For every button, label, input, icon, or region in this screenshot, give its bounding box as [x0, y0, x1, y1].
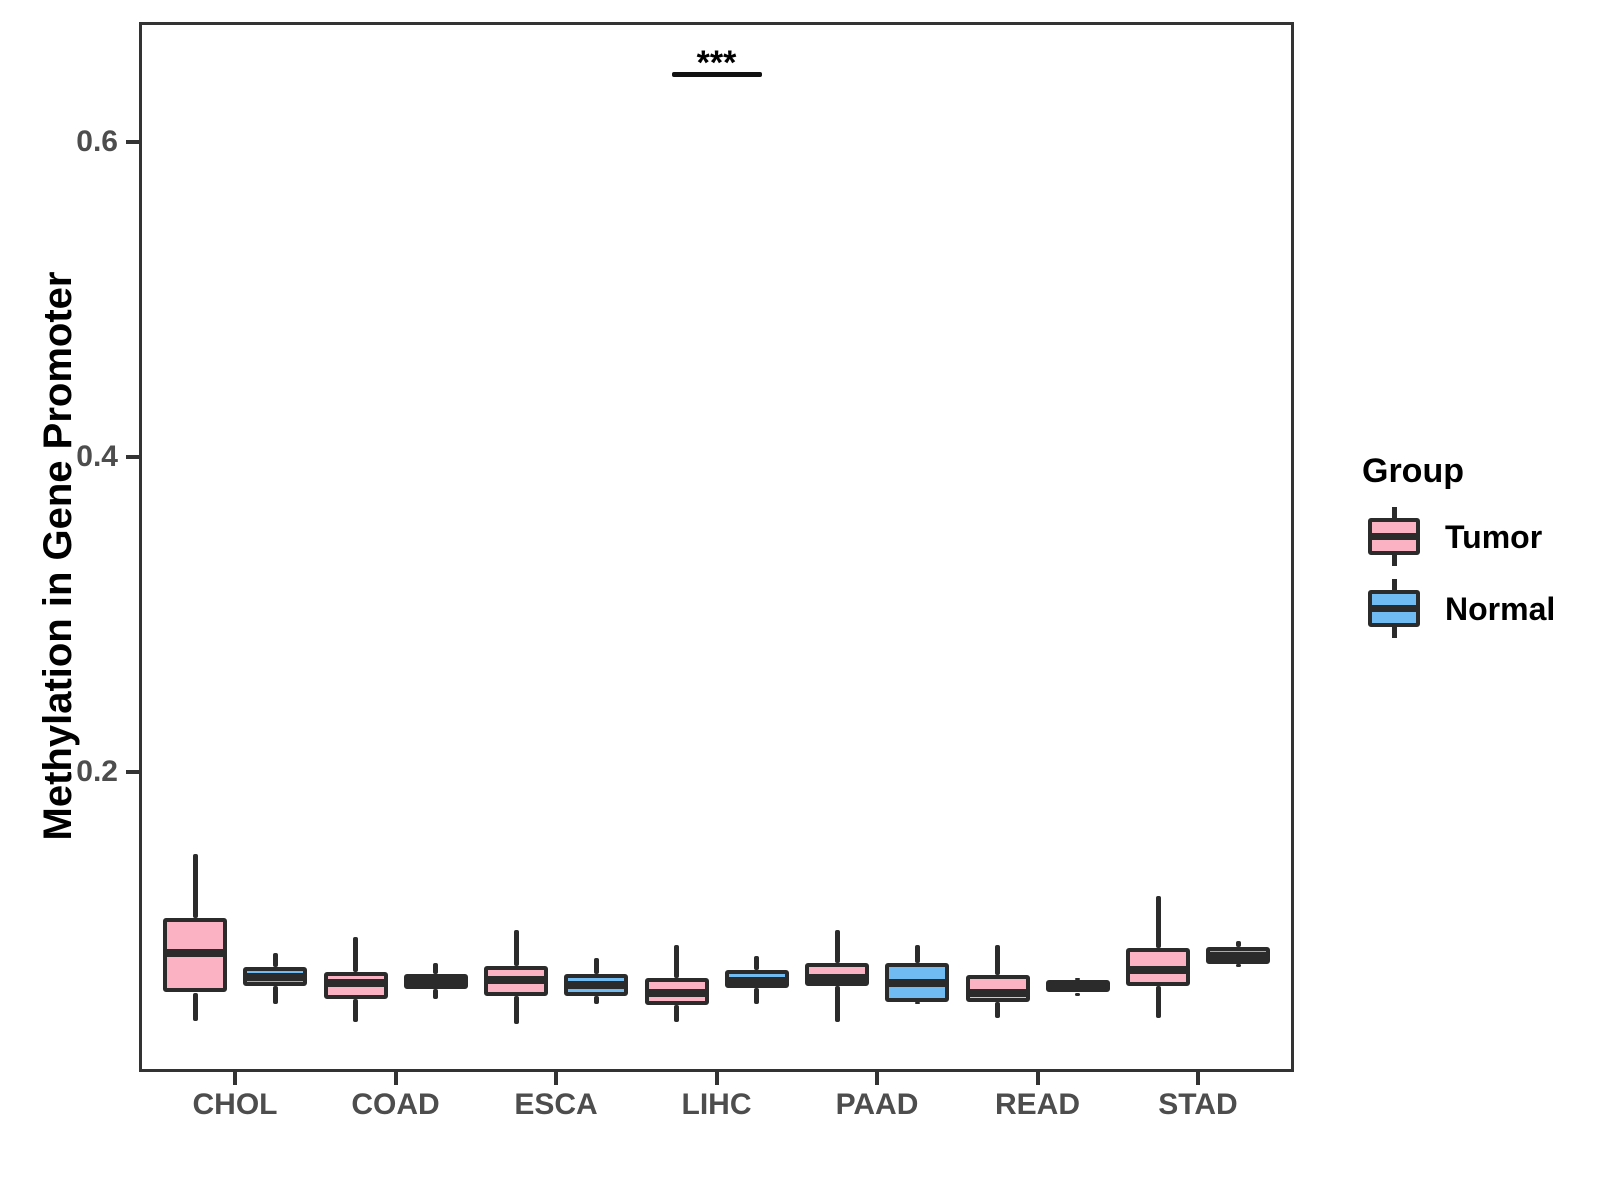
boxplot-chol-normal-upper-whisker	[272, 953, 278, 968]
boxplot-read-tumor-median	[965, 988, 1030, 997]
boxplot-paad-normal-upper-whisker	[914, 945, 920, 963]
x-axis-tick-label: COAD	[351, 1088, 440, 1121]
y-axis-tick-label: 0.6	[76, 125, 118, 158]
x-axis-tick	[393, 1072, 398, 1085]
plot-panel	[139, 22, 1294, 1072]
boxplot-stad-normal-upper-whisker	[1235, 940, 1241, 947]
boxplot-paad-tumor-lower-whisker	[834, 986, 840, 1023]
boxplot-coad-normal-median	[403, 977, 468, 986]
boxplot-chol-tumor-upper-whisker	[192, 853, 198, 919]
boxplot-coad-normal-lower-whisker	[433, 989, 438, 999]
boxplot-esca-tumor-upper-whisker	[513, 929, 519, 966]
boxplot-coad-tumor-lower-whisker	[353, 998, 358, 1023]
legend-key-whisker	[1392, 627, 1397, 638]
legend-key-median	[1368, 605, 1420, 612]
y-axis-tick	[126, 770, 139, 774]
boxplot-lihc-normal-median	[724, 977, 789, 986]
y-axis-tick-label: 0.4	[76, 440, 118, 473]
boxplot-read-normal-upper-whisker	[1075, 978, 1080, 980]
boxplot-esca-normal-lower-whisker	[593, 995, 599, 1004]
x-axis-tick-label: PAAD	[835, 1088, 919, 1121]
significance-bar	[671, 72, 762, 77]
legend-key-normal-boxplot-icon	[1368, 579, 1420, 638]
x-axis-tick-label: READ	[994, 1088, 1080, 1121]
x-axis-tick	[554, 1072, 558, 1085]
y-axis-tick	[126, 455, 139, 459]
legend-label-normal: Normal	[1445, 591, 1556, 627]
legend-title: Group	[1362, 452, 1464, 490]
x-axis-tick	[233, 1072, 237, 1085]
boxplot-coad-tumor-median	[323, 979, 388, 988]
boxplot-lihc-tumor-median	[644, 988, 709, 997]
y-axis-tick-label: 0.2	[76, 755, 118, 788]
x-axis-tick	[714, 1072, 719, 1085]
boxplot-stad-tumor-upper-whisker	[1155, 896, 1161, 949]
boxplot-stad-tumor-median	[1126, 966, 1190, 975]
boxplot-esca-tumor-median	[484, 975, 548, 984]
legend-key-whisker	[1392, 555, 1397, 566]
boxplot-lihc-normal-lower-whisker	[754, 987, 759, 1004]
legend-key-whisker	[1392, 579, 1397, 590]
legend-key-whisker	[1392, 507, 1397, 518]
boxplot-chol-normal-lower-whisker	[272, 986, 278, 1004]
x-axis-tick-label: CHOL	[192, 1088, 278, 1121]
boxplot-chol-tumor-lower-whisker	[192, 992, 198, 1021]
boxplot-chol-tumor-median	[163, 949, 227, 958]
boxplot-paad-normal-lower-whisker	[914, 1001, 920, 1004]
boxplot-esca-normal-median	[564, 980, 628, 989]
y-axis-tick	[126, 140, 139, 144]
boxplot-stad-tumor-lower-whisker	[1155, 986, 1161, 1018]
boxplot-paad-tumor-upper-whisker	[834, 929, 840, 963]
boxplot-coad-normal-upper-whisker	[433, 962, 438, 974]
boxplot-stad-normal-lower-whisker	[1235, 964, 1241, 968]
boxplot-stad-normal-median	[1206, 952, 1270, 961]
boxplot-esca-normal-upper-whisker	[593, 957, 599, 974]
x-axis-tick	[1196, 1072, 1200, 1085]
boxplot-paad-normal-median	[885, 979, 949, 988]
x-axis-tick-label: ESCA	[514, 1088, 598, 1121]
x-axis-tick-label: LIHC	[681, 1088, 752, 1121]
boxplot-chol-normal-median	[243, 972, 307, 981]
boxplot-read-normal-lower-whisker	[1075, 992, 1080, 996]
boxplot-read-tumor-upper-whisker	[995, 945, 1000, 976]
boxplot-read-tumor-lower-whisker	[995, 1001, 1000, 1018]
legend-label-tumor: Tumor	[1445, 519, 1543, 555]
x-axis-tick	[1035, 1072, 1040, 1085]
boxplot-lihc-tumor-lower-whisker	[674, 1005, 679, 1023]
x-axis-tick	[875, 1072, 879, 1085]
boxplot-coad-tumor-upper-whisker	[353, 937, 358, 973]
boxplot-lihc-normal-upper-whisker	[754, 956, 759, 971]
boxplot-read-normal-median	[1045, 982, 1110, 991]
x-axis-tick-label: STAD	[1158, 1088, 1238, 1121]
legend-key-median	[1368, 533, 1420, 540]
boxplot-esca-tumor-lower-whisker	[513, 995, 519, 1024]
boxplot-paad-tumor-median	[805, 974, 869, 983]
legend-key-tumor-boxplot-icon	[1368, 507, 1420, 566]
boxplot-lihc-tumor-upper-whisker	[674, 945, 679, 979]
